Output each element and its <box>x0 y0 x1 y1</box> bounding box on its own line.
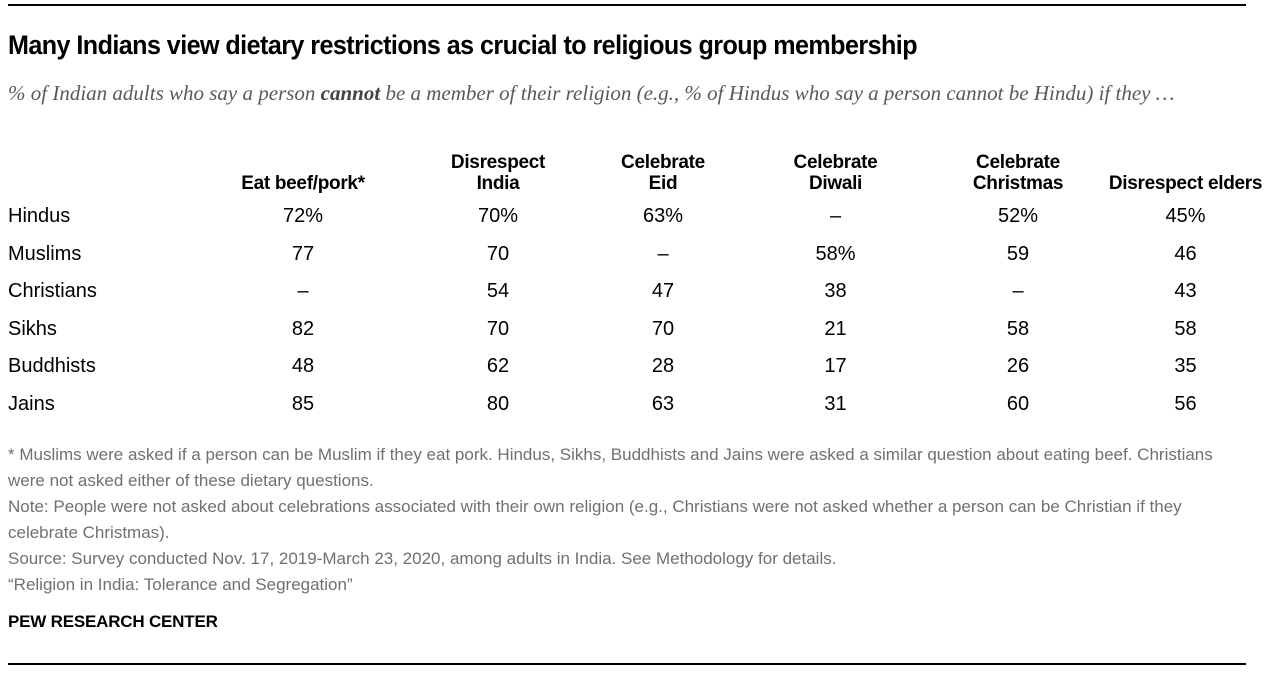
column-header-disrespect-india: Disrespect India <box>450 152 546 194</box>
row-label-buddhists: Buddhists <box>8 355 96 378</box>
table-cell: 56 <box>1174 392 1197 415</box>
table-row: Sikhs 82 70 70 21 58 58 <box>8 311 1268 349</box>
table-row: Jains 85 80 63 31 60 56 <box>8 386 1268 424</box>
table-row: Muslims 77 70 – 58% 59 46 <box>8 236 1268 274</box>
row-label-christians: Christians <box>8 280 97 303</box>
column-header-group <box>8 152 198 198</box>
table-cell: 17 <box>824 355 847 378</box>
table-row: Hindus 72% 70% 63% – 52% 45% <box>8 198 1268 236</box>
table-cell: 21 <box>824 317 847 340</box>
table-cell: 63 <box>651 392 675 415</box>
table-cell: – <box>297 280 309 303</box>
table-row: Buddhists 48 62 28 17 26 35 <box>8 348 1268 386</box>
table-cell: 28 <box>651 355 675 378</box>
column-header-disrespect-elders: Disrespect elders <box>1108 173 1263 194</box>
table-cell: 52% <box>997 205 1039 228</box>
table-cell: 26 <box>1006 355 1030 378</box>
table-cell: 35 <box>1174 355 1197 378</box>
row-label-jains: Jains <box>8 392 55 415</box>
table-cell: 82 <box>291 317 315 340</box>
table-cell: 62 <box>486 355 510 378</box>
table-cell: 48 <box>291 355 315 378</box>
row-label-hindus: Hindus <box>8 205 71 228</box>
report-title: “Religion in India: Tolerance and Segreg… <box>8 575 353 594</box>
header-row: Eat beef/pork* Disrespect India Celebrate… <box>8 152 1268 198</box>
table-cell: 54 <box>486 280 510 303</box>
table-cell: 38 <box>824 280 847 303</box>
table-cell: 63% <box>642 205 684 228</box>
chart-notes: * Muslims were asked if a person can be … <box>8 442 1248 598</box>
table-cell: 31 <box>824 392 847 415</box>
table-cell: 70% <box>477 205 519 228</box>
subtitle-emphasis: cannot <box>320 81 381 105</box>
table-row: Christians – 54 47 38 – 43 <box>8 273 1268 311</box>
column-header-eat-beef-pork: Eat beef/pork* <box>241 173 365 194</box>
chart-subtitle: % of Indian adults who say a person cann… <box>8 78 1208 109</box>
table-cell: 58 <box>1006 317 1030 340</box>
table-cell: – <box>829 205 842 228</box>
table-cell: 72% <box>282 205 324 228</box>
table-cell: – <box>657 242 669 265</box>
table-cell: 59 <box>1006 242 1030 265</box>
table-cell: 77 <box>291 242 315 265</box>
table-cell: 46 <box>1174 242 1197 265</box>
table-cell: 60 <box>1006 392 1030 415</box>
data-table: Eat beef/pork* Disrespect India Celebrate… <box>8 152 1268 423</box>
row-label-sikhs: Sikhs <box>8 317 57 340</box>
table-cell: 58 <box>1174 317 1197 340</box>
table-cell: 43 <box>1174 280 1197 303</box>
table-cell: 70 <box>651 317 675 340</box>
table-cell: 58% <box>815 242 856 265</box>
row-label-muslims: Muslims <box>8 242 82 265</box>
table-cell: 47 <box>651 280 675 303</box>
note: Note: People were not asked about celebr… <box>8 497 1187 542</box>
brand-logo-text: PEW RESEARCH CENTER <box>8 612 218 631</box>
table-cell: 85 <box>291 392 315 415</box>
source-note: Source: Survey conducted Nov. 17, 2019-M… <box>8 549 837 568</box>
bottom-rule <box>8 663 1246 665</box>
chart-title: Many Indians view dietary restrictions a… <box>8 30 918 60</box>
table-cell: – <box>1012 280 1024 303</box>
column-header-celebrate-diwali: Celebrate Diwali <box>793 152 878 194</box>
table-cell: 70 <box>486 317 510 340</box>
column-header-celebrate-christmas: Celebrate Christmas <box>972 152 1064 194</box>
table-cell: 70 <box>486 242 510 265</box>
column-header-celebrate-eid: Celebrate Eid <box>621 152 705 194</box>
subtitle-text-start: % of Indian adults who say a person <box>8 81 321 105</box>
top-rule <box>8 4 1246 6</box>
table-cell: 80 <box>486 392 510 415</box>
table-cell: 45% <box>1165 205 1206 228</box>
subtitle-text-end: be a member of their religion (e.g., % o… <box>380 81 1175 105</box>
footnote: * Muslims were asked if a person can be … <box>8 445 1218 490</box>
